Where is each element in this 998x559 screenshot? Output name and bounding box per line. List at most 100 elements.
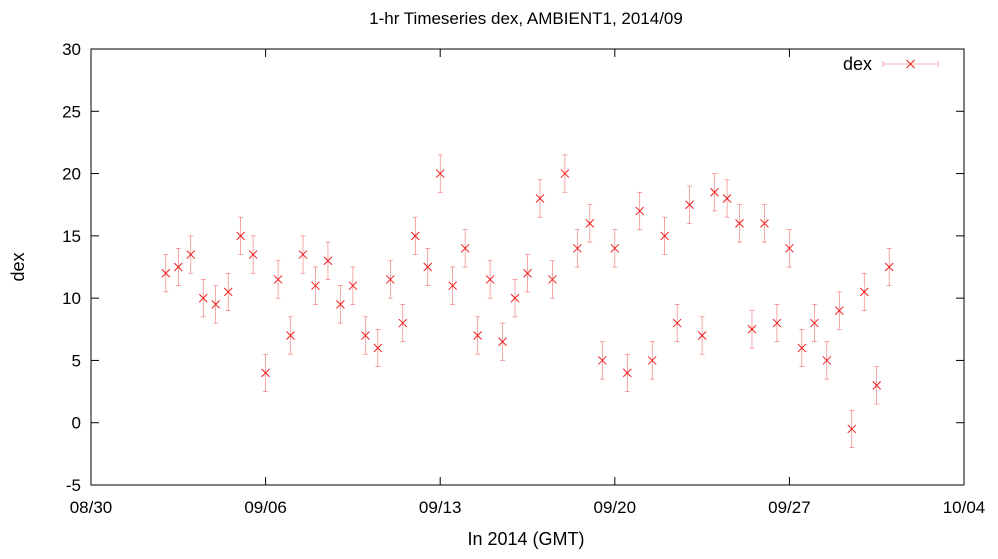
data-point [597,341,607,380]
y-tick-label: 25 [62,102,81,121]
x-tick-label: 09/06 [244,498,287,517]
data-point [211,285,221,324]
x-axis: 08/30 09/06 09/13 09/20 09/27 10/04 [70,49,985,517]
x-marker [186,250,196,259]
y-tick-label: 10 [62,289,81,308]
x-marker [298,250,308,259]
x-marker [660,231,670,241]
x-marker [286,331,295,340]
x-marker [697,331,707,340]
data-point [735,204,744,243]
x-marker [822,356,832,365]
data-point [410,216,420,255]
x-marker [809,318,819,328]
data-point [660,216,670,255]
y-axis: -5 0 5 10 15 20 25 30 [62,40,964,495]
data-point [760,204,769,243]
x-tick-label: 09/13 [419,498,462,517]
x-marker [361,331,370,340]
data-point [336,285,345,324]
y-tick-label: 0 [72,414,81,433]
x-marker [622,368,632,378]
x-marker [348,281,358,291]
data-point [785,229,794,268]
x-marker [273,275,283,284]
x-marker [635,206,645,216]
x-marker [211,300,221,309]
x-marker [223,287,233,297]
x-marker [760,219,769,228]
data-point [859,272,869,311]
data-point [834,291,844,330]
x-tick-label: 09/27 [768,498,811,517]
x-marker [510,293,520,303]
data-point [348,266,358,305]
plot-frame [90,48,965,486]
x-marker [859,287,869,297]
x-marker [373,343,383,353]
y-tick-label: 15 [62,227,81,246]
x-marker [672,318,682,328]
legend-marker [882,59,939,69]
x-marker [236,231,246,241]
x-marker [410,231,420,241]
x-marker [872,380,882,390]
x-marker [535,194,545,203]
data-point [323,241,333,280]
y-tick-label: 5 [72,351,81,370]
data-point [273,260,283,299]
data-point [311,266,320,305]
data-point [722,179,732,218]
data-point [622,353,632,392]
data-point [710,173,719,212]
x-marker [498,337,507,347]
data-point [573,229,582,268]
y-tick-label: 30 [62,40,81,59]
data-point [872,366,882,405]
legend-label-dex: dex [843,54,872,74]
data-point [560,154,570,193]
data-point [448,266,458,305]
data-point [548,260,557,299]
data-point [672,304,682,343]
data-point [248,235,258,274]
x-marker [560,169,570,178]
x-marker [485,275,495,284]
x-marker [336,300,345,309]
x-axis-title: In 2014 (GMT) [467,529,584,549]
x-marker [385,275,395,284]
data-point [173,248,183,286]
data-point [884,248,894,286]
data-point [236,216,246,255]
x-marker [884,262,894,272]
x-marker [323,256,333,266]
x-marker [647,356,657,365]
data-points [161,154,894,448]
x-marker [523,268,532,278]
data-point [373,328,383,367]
data-point [635,191,645,230]
x-marker [311,281,320,291]
data-point [186,235,196,274]
y-axis-title: dex [8,252,28,281]
x-marker [435,169,445,178]
x-marker [785,243,794,253]
data-point [585,204,595,243]
legend: dex [843,54,939,74]
x-marker [747,324,757,334]
data-point [361,316,370,355]
x-marker [261,368,270,378]
x-marker [735,219,744,228]
x-tick-label: 09/20 [594,498,637,517]
data-point [747,310,757,349]
x-marker [573,243,582,253]
data-point [523,254,532,293]
x-tick-label: 08/30 [70,498,113,517]
data-point [535,179,545,218]
data-point [198,279,208,318]
data-point [610,229,620,268]
data-point [398,304,408,343]
x-marker [847,424,857,434]
legend-x-marker [906,59,915,69]
data-point [498,322,507,361]
